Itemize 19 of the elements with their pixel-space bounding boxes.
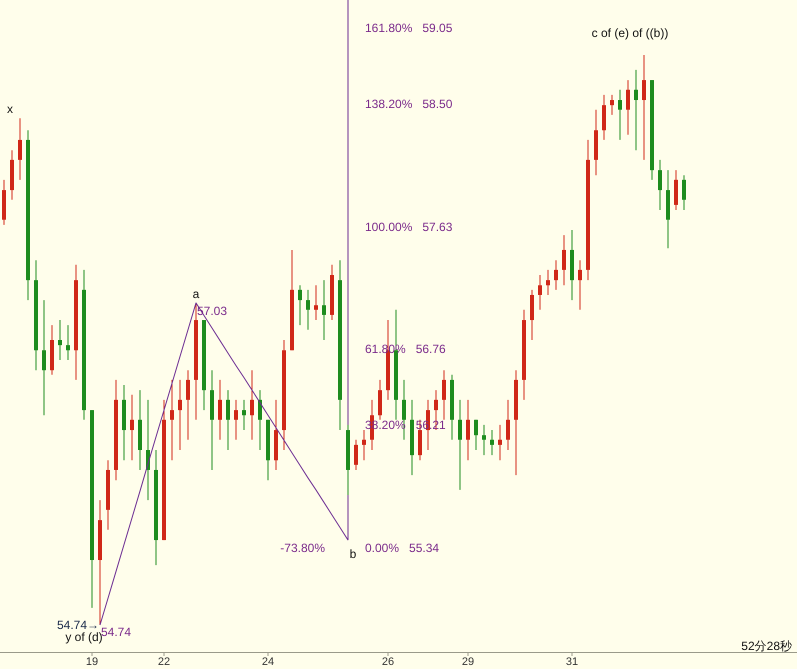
annotation: 54.74→	[56, 618, 99, 632]
annotation: b	[350, 547, 357, 561]
x-tick-label: 31	[566, 656, 578, 668]
x-tick-label: 24	[262, 656, 274, 668]
x-tick-label: 26	[382, 656, 394, 668]
text: 161.80% 59.05	[365, 21, 453, 35]
x-tick-label: 19	[86, 656, 98, 668]
x-tick-label: 22	[158, 656, 170, 668]
annotation: 0.00% 55.34	[365, 541, 440, 555]
annotation: a	[192, 287, 200, 301]
annotation: -73.80%	[280, 541, 326, 555]
text: c of (e) of ((b))	[592, 26, 668, 40]
text: y of (d)	[65, 630, 103, 644]
annotation: 54.74	[101, 625, 132, 639]
annotation: 100.00% 57.63	[365, 220, 453, 234]
annotation: 138.20% 58.50	[365, 97, 453, 111]
x-tick-label: 29	[462, 656, 474, 668]
annotation: x	[7, 102, 13, 116]
text: 52分28秒	[741, 639, 792, 653]
